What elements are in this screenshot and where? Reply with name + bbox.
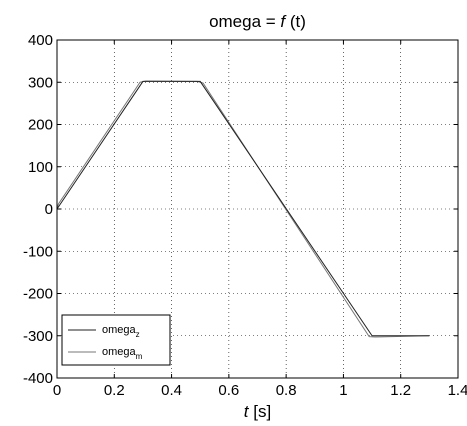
x-tick-label: 0 <box>53 382 61 399</box>
legend-label-main: omega <box>102 324 137 336</box>
x-tick-label: 0.4 <box>161 382 182 399</box>
title-prefix: omega = <box>209 12 280 31</box>
x-tick-label: 0.8 <box>276 382 297 399</box>
chart-title: omega = f (t) <box>209 12 306 31</box>
x-tick-label: 1.4 <box>448 382 467 399</box>
title-suffix: (t) <box>285 12 306 31</box>
y-tick-label: -200 <box>23 286 53 303</box>
xlabel-var: t <box>244 402 250 421</box>
legend-box <box>61 314 171 366</box>
y-tick-label: 300 <box>28 74 53 91</box>
y-tick-label: 200 <box>28 117 53 134</box>
y-tick-label: -100 <box>23 243 53 260</box>
x-tick-label: 1 <box>339 382 347 399</box>
series-lines <box>56 80 430 338</box>
legend-label-omega-z: omegaz <box>102 324 140 339</box>
y-tick-label: -300 <box>23 328 53 345</box>
ticks: 0 0.2 0.4 0.6 0.8 1 1.2 1.4 -400 -300 -200 -100 0 100… <box>23 32 467 399</box>
series-line-omega-z <box>56 80 430 337</box>
x-axis-label: t [s] <box>244 402 271 421</box>
legend-label-sub: m <box>136 352 143 361</box>
y-tick-label: -400 <box>23 370 53 387</box>
x-tick-label: 0.6 <box>218 382 239 399</box>
y-tick-label: 400 <box>28 32 53 49</box>
legend: omegaz omegam <box>61 314 171 366</box>
x-tick-label: 0.2 <box>104 382 125 399</box>
y-tick-label: 0 <box>45 201 53 218</box>
legend-label-omega-m: omegam <box>102 346 143 361</box>
legend-label-main: omega <box>102 346 137 358</box>
title-func: f <box>280 12 287 31</box>
x-tick-label: 1.2 <box>390 382 411 399</box>
y-tick-label: 100 <box>28 159 53 176</box>
legend-label-sub: z <box>136 330 140 339</box>
plot-frame <box>56 39 459 379</box>
xlabel-unit: [s] <box>249 402 272 421</box>
